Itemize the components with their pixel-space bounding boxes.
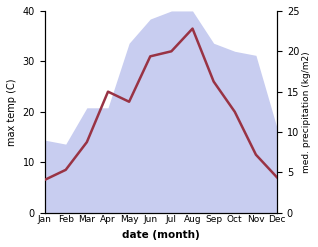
X-axis label: date (month): date (month) (122, 230, 200, 240)
Y-axis label: med. precipitation (kg/m2): med. precipitation (kg/m2) (302, 51, 311, 173)
Y-axis label: max temp (C): max temp (C) (7, 78, 17, 145)
